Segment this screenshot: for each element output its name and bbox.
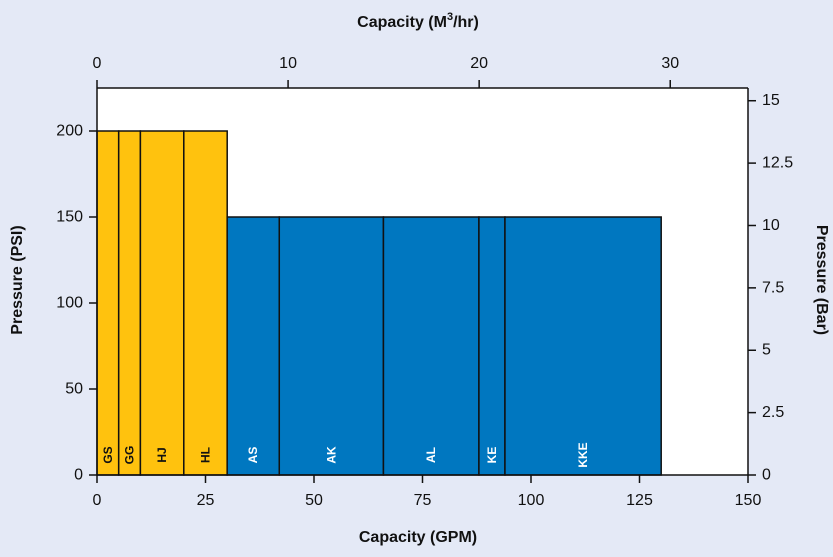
bar-label-as: AS — [246, 447, 260, 464]
y-tick-label: 100 — [56, 295, 83, 312]
y-tick-label: 150 — [56, 209, 83, 226]
bar-al — [382, 216, 480, 476]
y-axis-title: Pressure (PSI) — [9, 225, 26, 334]
bar-gg — [117, 130, 142, 476]
x-tick-label: 125 — [626, 492, 653, 509]
bar-label-gs: GS — [101, 446, 115, 463]
x2-axis-title-post: /hr) — [453, 14, 479, 31]
x-tick-label: 50 — [305, 492, 323, 509]
x-tick-label: 150 — [735, 492, 762, 509]
x2-tick-label: 0 — [93, 55, 102, 72]
y2-tick-label: 0 — [762, 467, 771, 484]
bar-label-hl: HL — [199, 447, 213, 463]
y-tick-label: 50 — [65, 381, 83, 398]
x2-tick-label: 20 — [470, 55, 488, 72]
x-tick-label: 0 — [93, 492, 102, 509]
y-tick-label: 0 — [74, 467, 83, 484]
y2-tick-label: 7.5 — [762, 279, 784, 296]
bar-label-al: AL — [424, 447, 438, 463]
bar-hl — [183, 130, 228, 476]
x2-axis-title-sup: 3 — [447, 11, 453, 23]
bar-label-ke: KE — [485, 447, 499, 464]
y2-tick-label: 2.5 — [762, 404, 784, 421]
bar-kke — [504, 216, 662, 476]
y2-tick-label: 15 — [762, 92, 780, 109]
bar-ke — [478, 216, 506, 476]
bar-label-gg: GG — [123, 446, 137, 465]
y2-tick-label: 12.5 — [762, 155, 793, 172]
y2-axis-title: Pressure (Bar) — [813, 225, 830, 335]
bars-layer: GS GG HJ HL AS AK AL KE KKE — [96, 130, 662, 476]
bar-as — [226, 216, 281, 476]
x2-tick-label: 30 — [661, 55, 679, 72]
x2-axis-title-pre: Capacity (M — [357, 14, 447, 31]
bar-gs — [96, 130, 120, 476]
bar-label-kke: KKE — [576, 442, 590, 467]
y-tick-label: 200 — [56, 123, 83, 140]
y2-tick-label: 10 — [762, 217, 780, 234]
x-tick-label: 75 — [414, 492, 432, 509]
y2-tick-label: 5 — [762, 342, 771, 359]
x2-axis-title: Capacity (M3/hr) — [357, 11, 479, 31]
bar-label-hj: HJ — [155, 447, 169, 462]
x-tick-label: 100 — [518, 492, 545, 509]
bar-ak — [278, 216, 385, 476]
bar-label-ak: AK — [324, 446, 338, 464]
bar-hj — [139, 130, 185, 476]
x2-tick-label: 10 — [279, 55, 297, 72]
x-axis-title: Capacity (GPM) — [359, 529, 477, 546]
x-tick-label: 25 — [197, 492, 215, 509]
